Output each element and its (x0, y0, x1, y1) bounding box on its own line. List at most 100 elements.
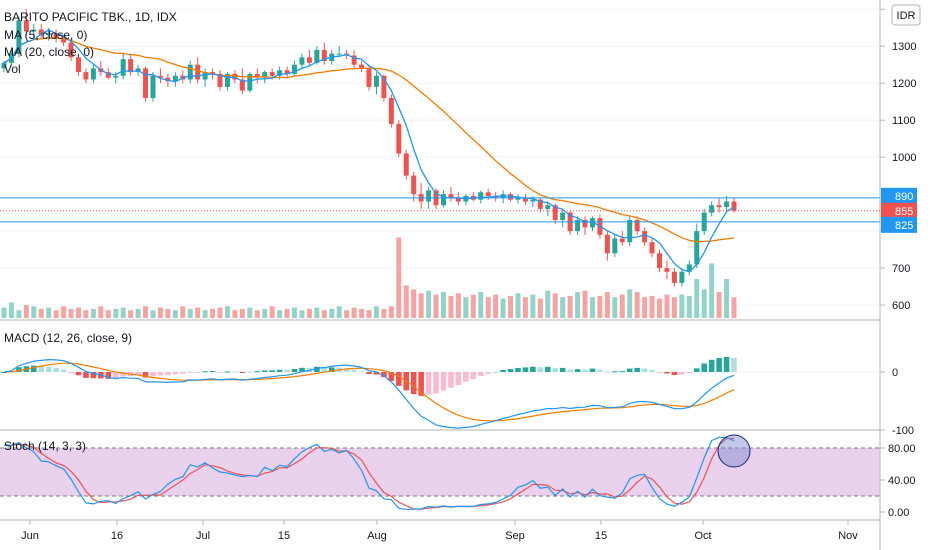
macd-histogram-bar (485, 372, 491, 374)
macd-histogram-bar (247, 371, 253, 373)
candle-body (664, 268, 670, 272)
volume-bar (545, 290, 551, 318)
macd-histogram-bar (559, 367, 566, 372)
time-tick-label: Nov (838, 530, 858, 542)
stoch-tick-label: 40.00 (888, 475, 916, 487)
candle-body (247, 73, 253, 91)
ma5-label[interactable]: MA (5, close, 0) (4, 28, 87, 42)
candle-body (83, 72, 89, 80)
ma20-label[interactable]: MA (20, close, 0) (4, 45, 94, 59)
candle-body (143, 68, 149, 98)
macd-histogram-bar (53, 368, 59, 372)
macd-histogram-bar (708, 359, 715, 372)
volume-bar (217, 307, 223, 318)
macd-histogram-bar (604, 371, 611, 373)
volume-bar (254, 310, 260, 318)
macd-histogram-bar (507, 369, 514, 372)
candle-body (165, 77, 171, 82)
volume-bar (709, 263, 715, 318)
volume-bar (172, 310, 178, 318)
macd-plot (1, 356, 737, 429)
stoch-d-line (4, 437, 734, 510)
volume-bar (500, 298, 506, 318)
candle-body (426, 190, 432, 202)
volume-bar (292, 307, 298, 318)
volume-bar (627, 289, 633, 318)
candle-body (478, 192, 484, 200)
macd-histogram-bar (492, 371, 499, 373)
macd-histogram-bar (351, 369, 357, 372)
candle-body (359, 64, 365, 69)
price-tick-label: 700 (892, 263, 910, 275)
volume-bar (701, 289, 707, 318)
candle-body (515, 197, 521, 200)
candle-body (262, 72, 268, 78)
macd-histogram-bar (328, 367, 335, 372)
ma5-line (3, 29, 735, 273)
candle-body (709, 205, 715, 213)
volume-bar (508, 295, 514, 318)
price-tag-label: 890 (895, 191, 913, 203)
macd-histogram-bar (299, 367, 305, 372)
candle-body (299, 57, 305, 65)
volume-bar (440, 292, 446, 318)
stoch-label[interactable]: Stoch (14, 3, 3) (4, 439, 86, 453)
highlight-circle (717, 434, 751, 468)
volume-bar (105, 310, 111, 318)
candle-body (68, 42, 74, 58)
candle-body (575, 220, 581, 232)
macd-histogram-bar (179, 372, 186, 374)
volume-bar (366, 310, 372, 318)
macd-tick-label: 0 (892, 367, 898, 379)
macd-histogram-bar (135, 372, 141, 376)
symbol-title[interactable]: BARITO PACIFIC TBK., 1D, IDX (4, 10, 177, 24)
candle-body (46, 33, 52, 36)
price-tick-label: 600 (892, 300, 910, 312)
candle-body (314, 49, 320, 63)
candle-body (277, 70, 283, 76)
volume-bar (433, 294, 439, 318)
candle-body (649, 242, 655, 254)
macd-histogram-bar (693, 368, 700, 372)
macd-histogram-bar (165, 372, 171, 376)
volume-bar (642, 297, 648, 318)
macd-histogram-bar (381, 372, 387, 378)
volume-bar (187, 308, 193, 318)
macd-histogram-bar (343, 368, 350, 372)
macd-label[interactable]: MACD (12, 26, close, 9) (4, 331, 132, 345)
volume-bar (180, 306, 186, 318)
volume-bar (128, 310, 134, 318)
candle-body (172, 75, 178, 82)
stoch-plot (0, 434, 880, 510)
macd-histogram-bar (619, 371, 626, 373)
volume-bar (321, 310, 327, 318)
volume-bar (664, 294, 670, 318)
candle-body (202, 72, 208, 80)
volume-bar (597, 295, 603, 318)
volume-bar (657, 298, 663, 318)
candle-body (269, 72, 275, 76)
volume-bar (165, 308, 171, 318)
currency-button[interactable]: IDR (891, 4, 921, 26)
candle-body (113, 75, 119, 78)
macd-histogram-bar (68, 372, 74, 373)
candle-body (552, 205, 558, 221)
candle-body (187, 64, 193, 80)
horizontal-lines[interactable] (0, 197, 880, 223)
volume-bar (31, 306, 37, 318)
macd-histogram-bar (664, 372, 670, 374)
price-tag-bg (881, 187, 917, 204)
candle-body (157, 75, 163, 78)
candle-body (128, 59, 134, 73)
candle-body (38, 29, 44, 36)
volume-bar (359, 308, 365, 318)
volume-bar (403, 285, 409, 318)
volume-bar (411, 289, 417, 318)
macd-histogram-bar (552, 368, 559, 372)
vol-label[interactable]: Vol (4, 62, 21, 76)
volume-bar (210, 308, 216, 318)
candle-body (530, 199, 536, 202)
volume-bar (724, 279, 730, 318)
time-tick-label: Sep (505, 530, 525, 542)
